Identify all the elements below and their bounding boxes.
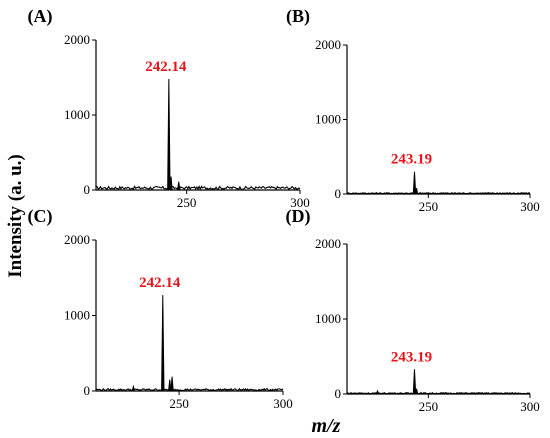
x-tick-label: 300: [290, 195, 310, 210]
y-tick-label: 2000: [64, 32, 90, 47]
peak-label: 243.19: [391, 349, 432, 365]
panel-3: (C) 0 1000 2000 250 300 242.14: [28, 206, 293, 411]
panel-label: (D): [286, 206, 311, 227]
panel-label: (A): [28, 6, 53, 27]
x-tick-label: 300: [520, 199, 540, 214]
peak: [414, 187, 419, 195]
peak: [168, 379, 172, 392]
peak: [170, 376, 174, 392]
peak: [414, 388, 419, 395]
y-axis-label: Intensity (a. u.): [5, 154, 26, 278]
x-tick-label: 250: [419, 199, 439, 214]
y-tick-label: 1000: [64, 308, 90, 323]
y-tick-label: 0: [84, 182, 91, 197]
x-tick-label: 300: [273, 396, 293, 411]
peak: [161, 295, 165, 392]
spectrum-trace: [95, 184, 301, 191]
x-axis-label: m/z: [312, 415, 341, 437]
peak-label: 242.14: [139, 275, 181, 291]
peak: [167, 78, 171, 191]
panel-label: (C): [28, 206, 53, 227]
panel-4: (D) 0 1000 2000 250 300 243.19: [286, 206, 540, 414]
peak: [412, 171, 417, 195]
x-tick-label: 250: [419, 399, 439, 414]
y-tick-label: 0: [335, 186, 342, 201]
panel-label: (B): [286, 6, 310, 27]
y-tick-label: 0: [84, 383, 91, 398]
peak: [412, 369, 417, 395]
y-tick-label: 1000: [64, 107, 90, 122]
peak: [375, 389, 380, 395]
panel-2: (B) 0 1000 2000 250 300 243.19: [286, 6, 540, 214]
peak: [176, 181, 181, 191]
panel-1: (A) 0 1000 2000 250 300 242.14: [28, 6, 310, 210]
spectrum-trace: [346, 191, 531, 195]
peak-label: 243.19: [391, 152, 432, 168]
y-tick-label: 0: [335, 386, 342, 401]
x-tick-label: 250: [177, 195, 197, 210]
y-tick-label: 1000: [315, 311, 341, 326]
y-tick-label: 1000: [315, 112, 341, 127]
y-tick-label: 2000: [64, 232, 90, 247]
y-tick-label: 2000: [315, 236, 341, 251]
x-tick-label: 300: [520, 399, 540, 414]
peak-label: 242.14: [145, 59, 187, 75]
x-tick-label: 250: [169, 396, 189, 411]
peak: [169, 176, 173, 191]
spectrum-trace: [95, 387, 284, 392]
peak: [131, 384, 136, 392]
y-tick-label: 2000: [315, 37, 341, 52]
